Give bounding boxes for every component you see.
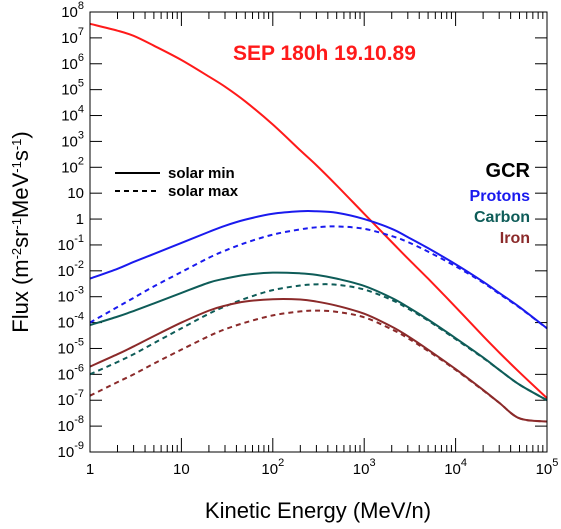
- legend-solar-min: solar min: [168, 165, 235, 182]
- series-line-iron-solar-max: [89, 309, 548, 423]
- y-tick-label: 10-9: [58, 440, 84, 461]
- series-line-iron: [89, 298, 548, 423]
- y-tick-label: 10-3: [58, 285, 84, 306]
- y-tick-labels: 10-9 10-8 10-7 10-6 10-5 10-4 10-3 10-2 10-1 1 10 1…: [58, 0, 84, 461]
- y-tick-label: 107: [61, 26, 84, 47]
- sep-label: SEP 180h 19.10.89: [233, 42, 416, 65]
- carbon-label: Carbon: [474, 209, 530, 226]
- y-tick-label: 102: [61, 155, 84, 176]
- series-lines: [89, 22, 548, 423]
- protons-label: Protons: [470, 188, 531, 205]
- legend-solar-max: solar max: [168, 183, 239, 200]
- gcr-legend: GCR Protons Carbon Iron: [470, 160, 531, 247]
- y-tick-label: 104: [61, 104, 84, 125]
- legend: solar min solar max: [115, 165, 239, 200]
- y-tick-label: 10: [67, 185, 84, 202]
- x-tick-label: 10: [173, 461, 190, 478]
- y-axis-title: Flux (m-2sr-1MeV-1s-1): [8, 131, 33, 332]
- x-tick-label: 1: [86, 461, 94, 478]
- series-line-protons-solar-max: [89, 225, 548, 330]
- x-axis-title: Kinetic Energy (MeV/n): [205, 498, 431, 523]
- x-tick-labels: 1 10 102 103 104 105: [86, 457, 559, 478]
- y-tick-label: 106: [61, 52, 84, 73]
- axis-ticks: [89, 11, 547, 453]
- y-tick-label: 10-7: [58, 388, 84, 409]
- series-line-carbon-solar-max: [89, 283, 548, 402]
- x-tick-label: 102: [261, 457, 284, 478]
- y-tick-label: 1: [76, 211, 84, 228]
- y-tick-label: 108: [61, 0, 84, 21]
- y-tick-label: 10-1: [58, 233, 84, 254]
- gcr-label: GCR: [486, 160, 531, 182]
- series-line-carbon: [89, 271, 548, 402]
- y-tick-label: 10-4: [58, 311, 84, 332]
- x-tick-label: 104: [444, 457, 467, 478]
- y-tick-label: 105: [61, 78, 84, 99]
- series-line-sep-180h-19-10-89: [89, 22, 548, 399]
- plot-frame: [89, 11, 548, 453]
- y-tick-label: 10-5: [58, 336, 84, 357]
- iron-label: Iron: [500, 230, 530, 247]
- y-tick-label: 10-8: [58, 414, 84, 435]
- y-tick-label: 103: [61, 129, 84, 150]
- y-tick-label: 10-2: [58, 259, 84, 280]
- y-tick-label: 10-6: [58, 362, 84, 383]
- x-tick-label: 105: [536, 457, 559, 478]
- x-tick-label: 103: [353, 457, 376, 478]
